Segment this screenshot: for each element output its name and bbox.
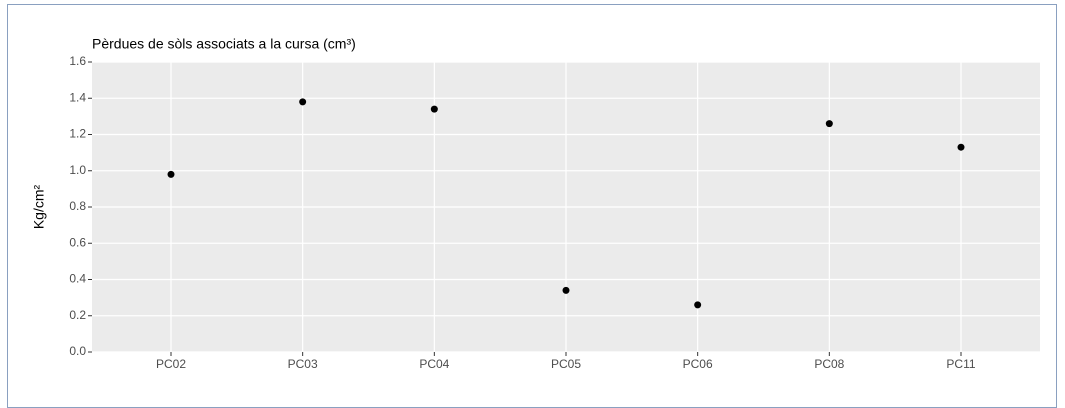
x-tick-label: PC05 — [551, 357, 581, 371]
x-tick-label: PC06 — [683, 357, 713, 371]
point — [167, 170, 175, 178]
chart-title: Pèrdues de sòls associats a la cursa (cm… — [92, 36, 356, 52]
x-tick-label: PC08 — [814, 357, 844, 371]
y-tick-label: 0.0 — [69, 344, 86, 358]
point — [299, 98, 307, 106]
x-tick-label: PC02 — [156, 357, 186, 371]
x-tick-label: PC03 — [288, 357, 318, 371]
y-tick-label: 1.0 — [69, 163, 86, 177]
point — [562, 286, 570, 294]
point — [430, 105, 438, 113]
x-tick-label: PC04 — [419, 357, 449, 371]
y-axis-label: Kg/cm² — [31, 184, 47, 229]
y-tick-label: 1.6 — [69, 54, 86, 68]
y-tick-label: 0.4 — [69, 272, 86, 286]
y-tick-label: 0.2 — [69, 308, 86, 322]
point — [957, 143, 965, 151]
y-tick-label: 1.2 — [69, 127, 86, 141]
y-tick-label: 0.8 — [69, 199, 86, 213]
point — [825, 120, 833, 128]
y-tick-label: 0.6 — [69, 235, 86, 249]
y-tick-label: 1.4 — [69, 90, 86, 104]
point — [694, 301, 702, 309]
x-tick-label: PC11 — [946, 357, 975, 371]
